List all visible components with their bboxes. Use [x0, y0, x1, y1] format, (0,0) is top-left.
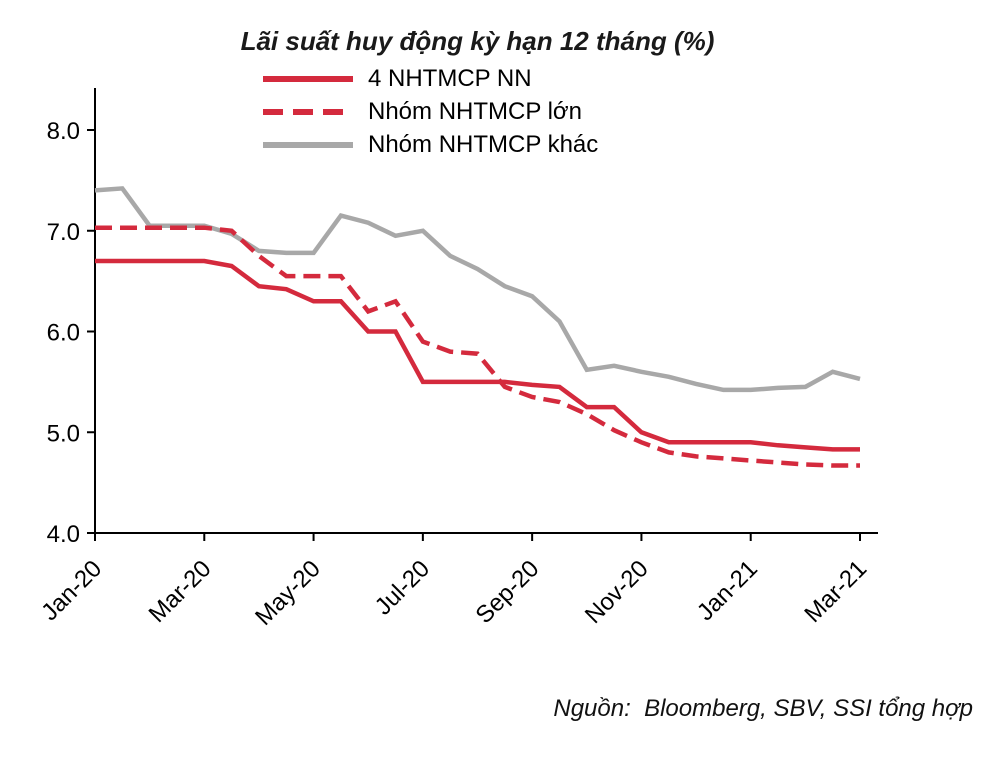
legend-item-solid-red: 4 NHTMCP NN: [262, 66, 598, 92]
legend-label-solid-gray: Nhóm NHTMCP khác: [368, 131, 599, 158]
x-axis-tick-label: Jan-21: [692, 555, 763, 626]
x-axis-tick-label: Sep-20: [471, 555, 545, 629]
x-axis-tick-label: May-20: [250, 555, 326, 631]
legend-label-dashed-red: Nhóm NHTMCP lớn: [368, 98, 582, 125]
series-line-1: [95, 225, 860, 468]
y-axis-tick-label: 7.0: [47, 219, 80, 246]
legend-line-sample-solid-red: [263, 76, 353, 82]
series-line-0: [95, 258, 860, 452]
series-line-2: [94, 186, 861, 393]
axes: [94, 88, 878, 534]
legend-item-dashed-red: Nhóm NHTMCP lớn: [262, 99, 598, 125]
legend-line-sample-dashed-red: [263, 109, 353, 115]
legend-label-solid-red: 4 NHTMCP NN: [368, 65, 532, 92]
x-axis-tick-label: Nov-20: [580, 555, 654, 629]
legend-item-solid-gray: Nhóm NHTMCP khác: [262, 132, 598, 158]
chart-title: Lãi suất huy động kỳ hạn 12 tháng (%): [240, 26, 715, 56]
x-axis-tick-label: Jul-20: [370, 555, 435, 620]
x-axis-tick-label: Mar-20: [144, 555, 217, 628]
y-axis-tick-label: 4.0: [47, 521, 80, 548]
x-axis-tick-label: Jan-20: [36, 555, 107, 626]
legend-line-sample-solid-gray: [263, 142, 353, 148]
y-axis-tick-label: 8.0: [47, 118, 80, 145]
x-axis-tick-label: Mar-21: [799, 555, 872, 628]
y-axis-tick-label: 5.0: [47, 420, 80, 447]
chart-legend: 4 NHTMCP NN Nhóm NHTMCP lớn Nhóm NHTMCP …: [262, 66, 598, 158]
y-axis-tick-label: 6.0: [47, 320, 80, 347]
source-note: Nguồn: Bloomberg, SBV, SSI tổng hợp: [553, 695, 973, 722]
